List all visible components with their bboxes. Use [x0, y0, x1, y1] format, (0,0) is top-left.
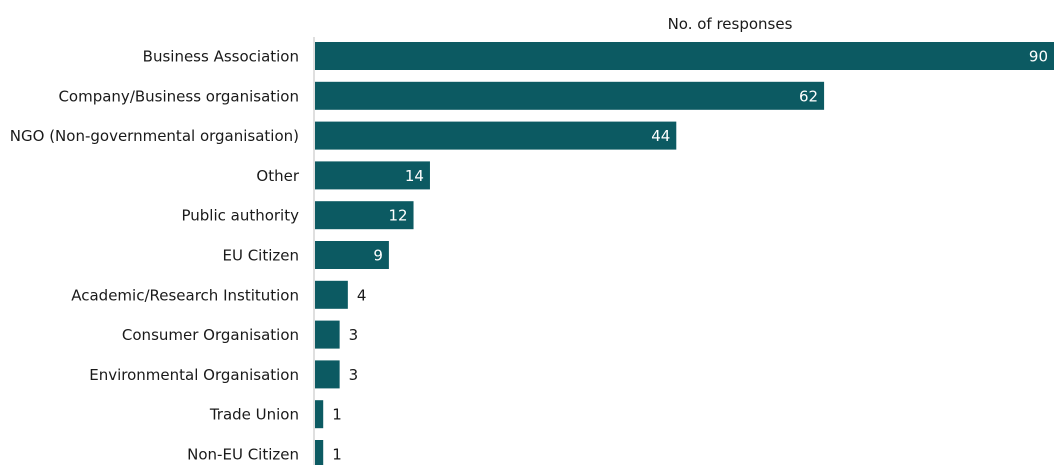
data-label: 3 [349, 326, 359, 344]
data-label: 14 [405, 167, 424, 185]
data-label: 44 [651, 127, 670, 145]
bar [315, 121, 677, 150]
bar [315, 320, 340, 349]
category-label: NGO (Non-governmental organisation) [10, 127, 299, 145]
data-label: 90 [1029, 48, 1048, 66]
data-label: 62 [799, 87, 818, 105]
category-label: EU Citizen [222, 247, 299, 265]
bar [315, 241, 389, 269]
data-label: 12 [388, 207, 407, 225]
bar [315, 360, 340, 389]
bar [315, 400, 324, 429]
data-label: 1 [332, 406, 342, 424]
category-label: Trade Union [209, 406, 299, 424]
chart-title: No. of responses [668, 15, 793, 33]
data-label: 9 [373, 247, 383, 265]
bar [315, 81, 825, 110]
category-label: Company/Business organisation [58, 87, 299, 105]
category-label: Other [256, 167, 299, 185]
category-label: Public authority [181, 207, 299, 225]
bar [315, 42, 1054, 70]
bar [315, 440, 324, 468]
bar [315, 161, 430, 190]
category-label: Academic/Research Institution [71, 286, 299, 304]
data-label: 1 [332, 446, 342, 464]
data-label: 4 [357, 286, 367, 304]
category-label: Non-EU Citizen [187, 446, 299, 464]
bar [315, 280, 348, 309]
bars-group: Business Association 90 Company/Business o… [10, 42, 1054, 468]
bar [315, 201, 414, 230]
data-label: 3 [349, 366, 359, 384]
category-label: Consumer Organisation [122, 326, 299, 344]
category-label: Environmental Organisation [89, 366, 299, 384]
category-label: Business Association [143, 48, 299, 66]
